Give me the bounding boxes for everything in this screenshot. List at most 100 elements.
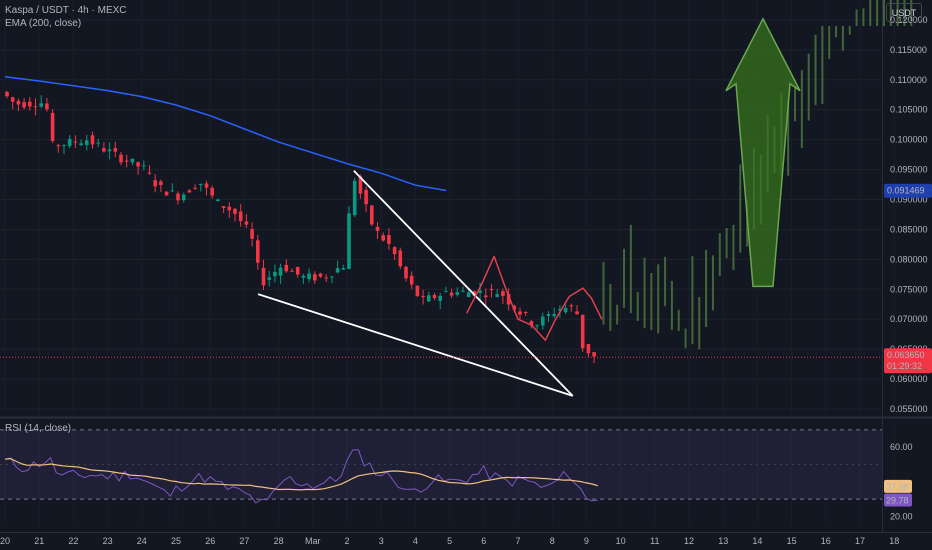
currency-button[interactable]: USDT bbox=[886, 3, 922, 22]
candle-body bbox=[427, 295, 431, 302]
candle-body bbox=[318, 273, 323, 277]
price-tick-label: 0.080000 bbox=[890, 254, 928, 264]
candle-body bbox=[39, 103, 43, 107]
wedge-upper-line bbox=[353, 170, 574, 397]
candle-body bbox=[233, 208, 237, 214]
last-price-text: 0.063650 bbox=[887, 350, 925, 360]
candle-body bbox=[176, 193, 180, 201]
time-tick-label: 4 bbox=[413, 536, 418, 546]
candle-body bbox=[227, 206, 232, 211]
time-tick-label: Mar bbox=[305, 536, 321, 546]
candle-body bbox=[204, 183, 209, 188]
candle-body bbox=[489, 288, 494, 290]
rsi-lines bbox=[4, 449, 598, 504]
candle-body bbox=[335, 268, 340, 273]
price-tick-label: 0.075000 bbox=[890, 284, 928, 294]
candle-body bbox=[33, 106, 38, 108]
price-axis: 0.120000 0.115000 0.110000 0.105000 0.100000… bbox=[884, 15, 932, 521]
candle-body bbox=[313, 274, 317, 281]
symbol-legend: Kaspa / USDT · 4h · MEXC bbox=[5, 5, 127, 16]
candle-body bbox=[238, 211, 243, 222]
ema-line bbox=[4, 76, 447, 192]
candle-body bbox=[284, 264, 289, 272]
price-tick-label: 0.110000 bbox=[890, 75, 927, 85]
candle-body bbox=[10, 97, 15, 102]
candle-body bbox=[278, 267, 283, 276]
candle-body bbox=[147, 172, 152, 174]
time-tick-label: 12 bbox=[684, 536, 694, 546]
grid-lines bbox=[0, 0, 932, 533]
price-tick-label: 0.055000 bbox=[890, 404, 928, 414]
candle-body bbox=[466, 292, 471, 298]
candle-body bbox=[50, 112, 55, 142]
candle-body bbox=[569, 305, 574, 307]
time-tick-label: 6 bbox=[481, 536, 486, 546]
wedge-lower-line bbox=[257, 293, 573, 397]
candle-body bbox=[432, 294, 437, 299]
time-tick-label: 3 bbox=[379, 536, 384, 546]
time-tick-label: 16 bbox=[821, 536, 831, 546]
candle-body bbox=[438, 295, 442, 301]
time-tick-label: 10 bbox=[616, 536, 626, 546]
ema-price-badge-text: 0.091469 bbox=[887, 186, 925, 196]
projection-curve bbox=[466, 255, 603, 341]
candle-body bbox=[529, 321, 534, 326]
rsi-band bbox=[0, 429, 882, 500]
rsi-band-fill bbox=[0, 429, 882, 500]
candle-body bbox=[193, 187, 197, 189]
candle-body bbox=[523, 311, 528, 313]
candle-body bbox=[381, 235, 385, 241]
time-tick-label: 24 bbox=[137, 536, 147, 546]
candle-body bbox=[164, 191, 169, 196]
candle-body bbox=[67, 138, 72, 147]
candle-body bbox=[375, 226, 380, 231]
time-tick-label: 18 bbox=[889, 536, 899, 546]
price-tick-label: 0.070000 bbox=[890, 314, 928, 324]
price-tick-label: 0.085000 bbox=[890, 224, 928, 234]
price-tick-label: 0.060000 bbox=[890, 374, 928, 384]
price-tick-label: 0.120000 bbox=[890, 15, 928, 25]
countdown-text: 01:29:32 bbox=[887, 361, 922, 371]
candle-body bbox=[358, 176, 363, 194]
candle-body bbox=[552, 314, 556, 316]
candle-body bbox=[586, 344, 591, 354]
price-tick-label: 0.090000 bbox=[890, 195, 928, 205]
candle-body bbox=[495, 294, 499, 297]
candle-body bbox=[404, 266, 408, 279]
candle-body bbox=[85, 140, 89, 146]
candle-body bbox=[170, 190, 175, 192]
candle-body bbox=[501, 291, 505, 297]
time-tick-label: 9 bbox=[584, 536, 589, 546]
candle-body bbox=[153, 180, 157, 187]
candle-body bbox=[119, 154, 123, 163]
candle-body bbox=[444, 291, 448, 293]
candle-body bbox=[592, 352, 596, 357]
candle-body bbox=[79, 143, 83, 146]
candle-body bbox=[352, 180, 357, 216]
candle-body bbox=[387, 235, 391, 244]
candle-body bbox=[370, 205, 374, 225]
time-tick-label: 17 bbox=[855, 536, 865, 546]
rsi-ma-line bbox=[4, 457, 598, 491]
price-tick-label: 0.115000 bbox=[890, 45, 927, 55]
price-tick-label: 0.105000 bbox=[890, 105, 928, 115]
candle-body bbox=[267, 277, 271, 280]
time-tick-label: 25 bbox=[171, 536, 181, 546]
time-axis: 20 21 22 23 24 25 26 27 28 Mar 2 3 4 5 6 7 8 9 10 11 12 13 14 1… bbox=[0, 536, 899, 546]
candle-body bbox=[187, 190, 192, 193]
candle-body bbox=[261, 267, 266, 286]
candle-body bbox=[216, 199, 220, 201]
candle-body bbox=[273, 271, 277, 277]
candle-body bbox=[221, 206, 226, 208]
candle-body bbox=[364, 189, 368, 205]
time-tick-label: 13 bbox=[718, 536, 728, 546]
candle-body bbox=[541, 316, 545, 326]
candle-body bbox=[16, 100, 21, 105]
candle-body bbox=[62, 145, 66, 147]
projection-drawings bbox=[0, 0, 913, 397]
projection-arrow-up bbox=[725, 17, 801, 288]
time-tick-label: 28 bbox=[274, 536, 284, 546]
candle-body bbox=[290, 270, 294, 272]
candle-body bbox=[347, 213, 351, 269]
